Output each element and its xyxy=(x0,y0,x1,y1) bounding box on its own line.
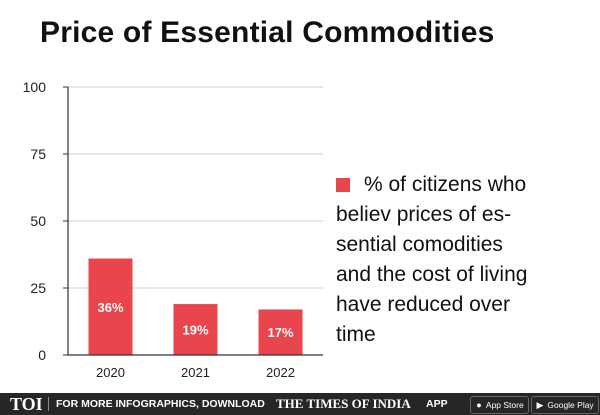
footer-banner: TOI FOR MORE INFOGRAPHICS, DOWNLOAD THE … xyxy=(0,393,600,415)
gridlines xyxy=(68,86,323,289)
app-store-label: App Store xyxy=(485,400,524,410)
bar xyxy=(258,309,303,355)
bar xyxy=(88,258,133,355)
google-play-badge[interactable]: ▶ Google Play xyxy=(531,396,599,414)
toi-logo[interactable]: TOI xyxy=(10,394,43,414)
google-play-label: Google Play xyxy=(547,400,594,410)
x-tick-label: 2020 xyxy=(96,365,125,380)
legend-line: and the cost of living xyxy=(336,263,528,286)
y-tick-label: 50 xyxy=(30,213,46,229)
y-tick-label: 75 xyxy=(30,146,46,162)
footer-brand-name: THE TIMES OF INDIA xyxy=(276,396,411,411)
legend-swatch xyxy=(336,178,350,192)
legend-label: % of citizens who believ prices of es- s… xyxy=(336,170,596,350)
app-store-badge[interactable]: ● App Store xyxy=(470,396,529,414)
bar-data-label: 19% xyxy=(182,323,208,338)
legend-line: % of citizens who xyxy=(364,173,527,196)
bar-data-label: 17% xyxy=(267,325,293,340)
apple-icon: ● xyxy=(476,400,482,410)
data-labels: 36% 19% 17% xyxy=(97,300,293,340)
x-tick-label: 2021 xyxy=(181,365,210,380)
legend-line: time xyxy=(336,323,376,346)
legend-line: have reduced over xyxy=(336,293,510,316)
footer-divider xyxy=(48,397,49,411)
footer-app-text: APP xyxy=(426,398,448,410)
footer-cta-text: FOR MORE INFOGRAPHICS, DOWNLOAD xyxy=(56,398,265,410)
bar xyxy=(173,304,218,355)
x-tick-label: 2022 xyxy=(266,365,295,380)
y-tick-label: 0 xyxy=(38,347,46,363)
bar-data-label: 36% xyxy=(97,300,123,315)
axes: 0 25 50 75 100 2020 2021 2022 xyxy=(23,79,323,380)
chart-title: Price of Essential Commodities xyxy=(40,16,495,49)
y-tick-label: 100 xyxy=(23,79,47,95)
y-tick-label: 25 xyxy=(30,280,46,296)
google-play-icon: ▶ xyxy=(536,400,544,410)
bars xyxy=(88,258,303,355)
legend-line: believ prices of es- xyxy=(336,203,512,226)
legend-line: sential comodities xyxy=(336,233,503,256)
